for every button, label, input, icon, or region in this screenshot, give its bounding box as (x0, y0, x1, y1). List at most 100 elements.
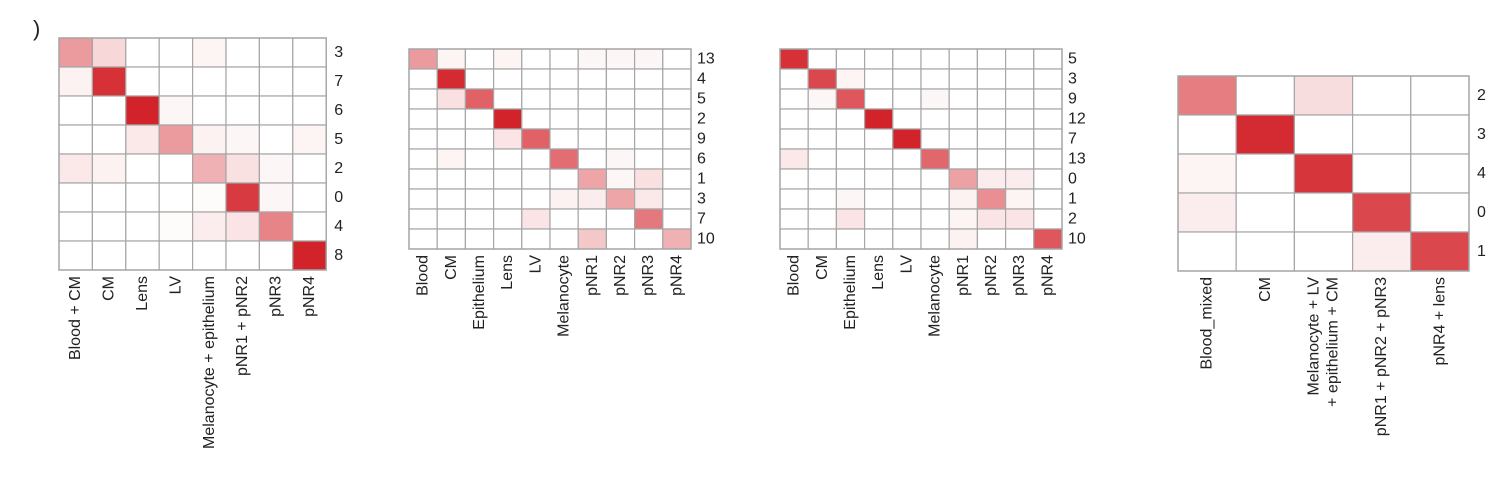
heatmap-3-row-label: 10 (1068, 231, 1086, 248)
heatmap-3-col-label: Melanocyte (927, 255, 944, 337)
heatmap-1-row-label: 5 (334, 131, 343, 148)
heatmap-2-cell-r1-c4 (521, 68, 551, 90)
heatmap-1-cell-r6-c6 (258, 211, 294, 242)
heatmap-3-row-label: 0 (1068, 171, 1077, 188)
heatmap-2-cell-r2-c7 (605, 88, 636, 110)
heatmap-3-cell-r7-c4 (892, 188, 922, 210)
heatmap-3-cell-r6-c9 (1033, 168, 1063, 190)
heatmap-1-cell-r1-c0 (58, 66, 94, 97)
heatmap-3-cell-r4-c5 (920, 128, 950, 150)
heatmap-3-cell-r2-c5 (920, 88, 950, 110)
heatmap-2-cell-r0-c3 (493, 48, 523, 70)
heatmap-2-cell-r7-c3 (493, 188, 523, 210)
heatmap-1-row-label: 0 (334, 189, 343, 206)
heatmap-3-cell-r3-c0 (779, 108, 809, 130)
heatmap-2-cell-r2-c2 (464, 88, 495, 110)
heatmap-3-cell-r1-c2 (835, 68, 866, 90)
heatmap-1-cell-r2-c1 (91, 95, 127, 126)
heatmap-4-cell-r3-c3 (1351, 192, 1412, 233)
heatmap-3-cell-r8-c5 (920, 208, 950, 230)
heatmap-3-col-label: Epithelium (842, 255, 859, 330)
heatmap-3-cell-r6-c8 (1004, 168, 1035, 190)
heatmap-1-cell-r2-c2 (125, 95, 160, 126)
heatmap-2-cell-r2-c8 (633, 88, 664, 110)
heatmap-3-cell-r9-c8 (1004, 228, 1035, 250)
heatmap-3-cell-r1-c7 (976, 68, 1007, 90)
heatmap-1-cell-r7-c1 (91, 240, 127, 271)
heatmap-3-col-label: CM (814, 255, 831, 280)
heatmap-2-cell-r2-c9 (662, 88, 692, 110)
heatmap-2-cell-r7-c7 (605, 188, 636, 210)
heatmap-2-cell-r0-c9 (662, 48, 692, 70)
heatmap-2-cell-r8-c7 (605, 208, 636, 230)
heatmap-2-cell-r6-c2 (464, 168, 495, 190)
heatmap-1-row-label: 4 (334, 218, 343, 235)
heatmap-3-cell-r4-c2 (835, 128, 866, 150)
heatmap-1-cell-r2-c3 (158, 95, 194, 126)
heatmap-2-cell-r4-c2 (464, 128, 495, 150)
heatmap-2-cell-r4-c7 (605, 128, 636, 150)
heatmap-2-cell-r5-c4 (521, 148, 551, 170)
heatmap-3-cell-r9-c3 (863, 228, 894, 250)
heatmap-2-cell-r1-c5 (549, 68, 579, 90)
heatmap-2-col-label: Blood (415, 255, 432, 296)
heatmap-3-cell-r2-c9 (1033, 88, 1063, 110)
heatmap-2-cell-r9-c9 (662, 228, 692, 250)
heatmap-1-cell-r4-c2 (125, 153, 160, 184)
heatmap-3-cell-r0-c4 (892, 48, 922, 70)
heatmap-2-cell-r4-c5 (549, 128, 579, 150)
heatmap-1-cell-r7-c4 (192, 240, 227, 271)
panel-marker: ) (33, 16, 40, 41)
heatmap-2-row-label: 3 (697, 191, 706, 208)
heatmap-2-cell-r3-c9 (662, 108, 692, 130)
heatmap-3-border (779, 48, 1063, 250)
heatmap-2-cell-r8-c3 (493, 208, 523, 230)
heatmap-1-cell-r1-c7 (292, 66, 327, 97)
heatmap-2-cell-r9-c4 (521, 228, 551, 250)
heatmap-1-cell-r4-c3 (158, 153, 194, 184)
heatmap-4-cell-r0-c4 (1410, 75, 1470, 116)
heatmap-3-cell-r7-c6 (948, 188, 979, 210)
heatmap-1-cell-r3-c3 (158, 124, 194, 155)
heatmap-3-cell-r6-c3 (863, 168, 894, 190)
heatmap-1-cell-r0-c5 (225, 37, 261, 68)
heatmap-1-cell-r0-c7 (292, 37, 327, 68)
heatmap-1-cell-r4-c0 (58, 153, 94, 184)
heatmap-1-cell-r1-c2 (125, 66, 160, 97)
heatmap-2-row-label: 7 (697, 211, 706, 228)
heatmap-3-cell-r7-c7 (976, 188, 1007, 210)
heatmap-2-border (408, 48, 692, 250)
heatmap-2-cell-r7-c9 (662, 188, 692, 210)
heatmap-4-cell-r1-c2 (1293, 114, 1354, 155)
heatmap-3-cell-r5-c4 (892, 148, 922, 170)
heatmap-1-cell-r7-c2 (125, 240, 160, 271)
heatmap-3-cell-r1-c3 (863, 68, 894, 90)
heatmap-3-cell-r8-c7 (976, 208, 1007, 230)
heatmap-3-cell-r5-c5 (920, 148, 950, 170)
heatmap-4-cell-r2-c4 (1410, 153, 1470, 194)
heatmap-3-cell-r4-c9 (1033, 128, 1063, 150)
heatmap-1-cell-r6-c2 (125, 211, 160, 242)
heatmap-3-cell-r9-c7 (976, 228, 1007, 250)
heatmap-2-col-label: pNR2 (612, 255, 629, 296)
heatmap-2-cell-r7-c6 (577, 188, 608, 210)
heatmap-2-cell-r6-c9 (662, 168, 692, 190)
heatmap-1-cell-r5-c1 (91, 182, 127, 213)
heatmap-2-cell-r6-c1 (436, 168, 467, 190)
heatmap-3-cell-r4-c6 (948, 128, 979, 150)
heatmap-4-col-label: Melanocyte + LV + epithelium + CM (1305, 277, 1341, 407)
heatmap-3-cell-r3-c4 (892, 108, 922, 130)
heatmap-2-cell-r1-c8 (633, 68, 664, 90)
heatmap-4-cell-r4-c0 (1177, 231, 1237, 272)
heatmap-3-cell-r3-c7 (976, 108, 1007, 130)
heatmap-3-col-label: Lens (870, 255, 887, 290)
heatmap-2-cell-r3-c2 (464, 108, 495, 130)
heatmap-3-cell-r2-c3 (863, 88, 894, 110)
heatmap-3-cell-r1-c4 (892, 68, 922, 90)
heatmap-2-row-label: 5 (697, 91, 706, 108)
heatmap-3-cell-r2-c4 (892, 88, 922, 110)
heatmap-3-cell-r6-c7 (976, 168, 1007, 190)
heatmap-2-cell-r7-c2 (464, 188, 495, 210)
heatmap-2-cell-r5-c1 (436, 148, 467, 170)
